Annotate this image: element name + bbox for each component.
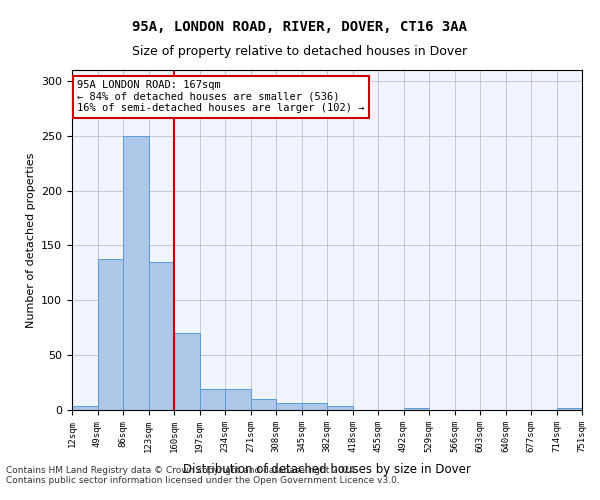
Bar — [404, 408, 429, 410]
Text: 95A LONDON ROAD: 167sqm
← 84% of detached houses are smaller (536)
16% of semi-d: 95A LONDON ROAD: 167sqm ← 84% of detache… — [77, 80, 365, 114]
Bar — [72, 406, 97, 410]
Bar — [225, 389, 251, 410]
Y-axis label: Number of detached properties: Number of detached properties — [26, 152, 35, 328]
Text: Size of property relative to detached houses in Dover: Size of property relative to detached ho… — [133, 45, 467, 58]
Bar — [174, 333, 199, 410]
Bar — [97, 258, 123, 410]
X-axis label: Distribution of detached houses by size in Dover: Distribution of detached houses by size … — [183, 463, 471, 476]
Bar — [251, 399, 276, 410]
Bar — [149, 262, 174, 410]
Bar — [276, 404, 302, 410]
Bar — [327, 406, 353, 410]
Text: 95A, LONDON ROAD, RIVER, DOVER, CT16 3AA: 95A, LONDON ROAD, RIVER, DOVER, CT16 3AA — [133, 20, 467, 34]
Bar — [123, 136, 149, 410]
Bar — [199, 389, 225, 410]
Bar — [302, 404, 327, 410]
Text: Contains HM Land Registry data © Crown copyright and database right 2024.
Contai: Contains HM Land Registry data © Crown c… — [6, 466, 400, 485]
Bar — [557, 408, 582, 410]
